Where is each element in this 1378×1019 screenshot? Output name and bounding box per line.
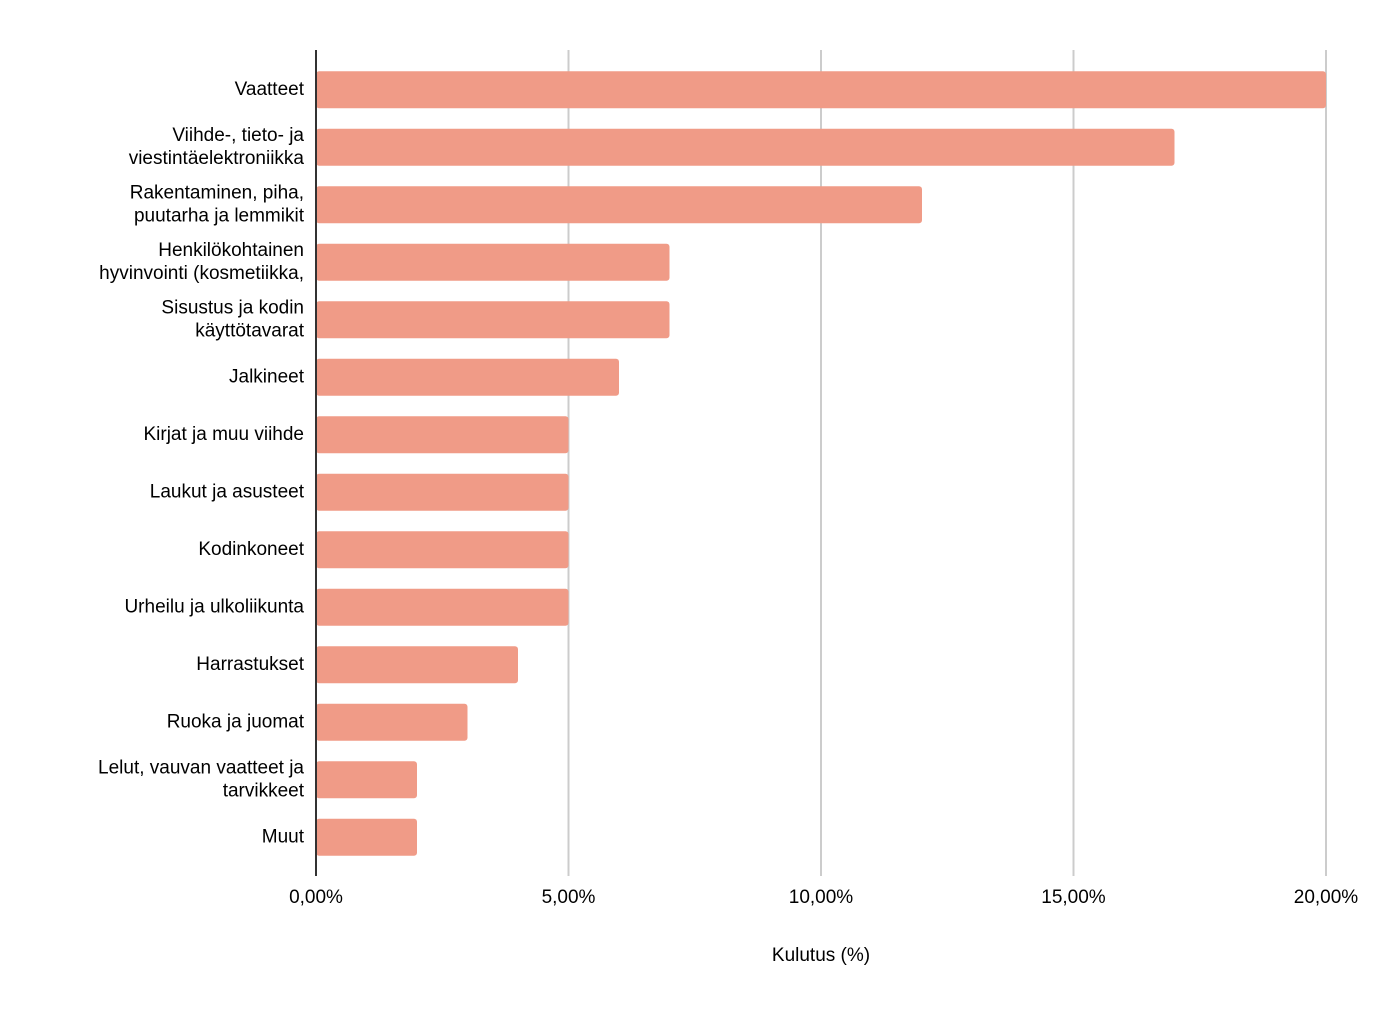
y-tick-label: Ruoka ja juomat — [167, 711, 305, 732]
y-tick-label: Harrastukset — [196, 654, 304, 675]
y-tick-label: Muut — [262, 826, 305, 847]
bar — [316, 128, 1175, 166]
y-tick-label: Jalkineet — [229, 366, 305, 387]
x-tick-label: 10,00% — [789, 887, 854, 908]
y-tick-label: Urheilu ja ulkoliikunta — [124, 596, 304, 617]
y-tick-label: Kodinkoneet — [198, 539, 304, 560]
y-tick-label: Sisustus ja kodin käyttötavarat — [161, 297, 304, 341]
y-tick-label: Rakentaminen, piha, puutarha ja lemmikit — [130, 182, 305, 226]
x-tick-label: 0,00% — [289, 887, 343, 908]
x-tick-label: 5,00% — [542, 887, 596, 908]
bar — [316, 416, 569, 454]
bar — [316, 761, 417, 799]
y-tick-label: Viihde-, tieto- ja viestintäelektroniikka — [129, 125, 305, 169]
bar — [316, 243, 670, 281]
bar — [316, 71, 1326, 109]
bar — [316, 818, 417, 856]
y-tick-label: Laukut ja asusteet — [150, 481, 305, 502]
bar — [316, 301, 670, 339]
y-tick-label: Vaatteet — [235, 79, 305, 100]
bar — [316, 588, 569, 626]
x-tick-label: 20,00% — [1294, 887, 1359, 908]
bar — [316, 703, 468, 741]
y-tick-label: Henkilökohtainen hyvinvointi (kosmetiikka… — [99, 240, 304, 284]
y-tick-label: Kirjat ja muu viihde — [143, 424, 304, 445]
bar — [316, 646, 518, 684]
bar — [316, 473, 569, 511]
x-tick-label: 15,00% — [1041, 887, 1106, 908]
bar — [316, 531, 569, 569]
bar — [316, 358, 619, 396]
bar — [316, 186, 922, 224]
y-tick-label: Lelut, vauvan vaatteet ja tarvikkeet — [98, 757, 305, 801]
x-axis-title: Kulutus (%) — [772, 945, 870, 966]
